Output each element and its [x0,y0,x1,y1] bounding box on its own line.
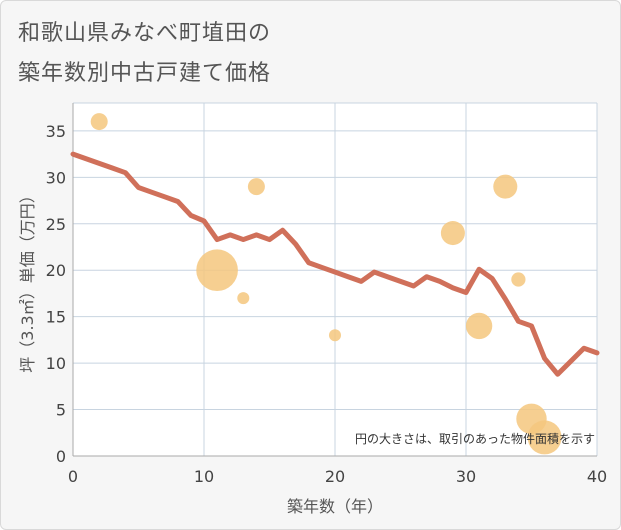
scatter-point [511,272,526,287]
chart-title-line1: 和歌山県みなべ町埴田の [18,21,272,46]
scatter-point [196,249,238,292]
x-tick-label: 20 [325,467,345,486]
y-tick-labels: 0 5 10 15 20 25 30 35 [46,122,66,466]
scatter-point [440,221,465,246]
y-tick-label: 0 [56,447,66,466]
x-tick-label: 40 [587,467,607,486]
x-tick-labels: 0 10 20 30 40 [68,467,607,486]
x-tick-label: 30 [456,467,476,486]
bubble-size-note: 円の大きさは、取引のあった物件面積を示す [355,431,595,446]
scatter-point [527,420,562,455]
scatter-point [328,329,342,342]
line-series [70,151,600,377]
y-axis-title: 坪（3.3㎡）単価（万円） [18,187,37,372]
axes [72,103,597,457]
x-axis-title: 築年数（年） [287,497,383,516]
x-tick-label: 10 [194,467,214,486]
scatter-point [493,174,518,199]
scatter-point [237,292,250,305]
y-tick-label: 35 [46,122,66,141]
scatter-point [90,113,108,131]
y-tick-label: 15 [46,308,66,327]
y-tick-label: 30 [46,168,66,187]
y-tick-label: 20 [46,261,66,280]
y-tick-label: 25 [46,215,66,234]
y-tick-label: 5 [56,401,66,420]
scatter-point [247,178,265,196]
y-tick-label: 10 [46,354,66,373]
chart-title-line2: 築年数別中古戸建て価格 [18,61,272,86]
x-tick-label: 0 [68,467,78,486]
scatter-point [465,312,493,340]
average-price-line [70,151,600,377]
scatter-series [90,113,562,455]
